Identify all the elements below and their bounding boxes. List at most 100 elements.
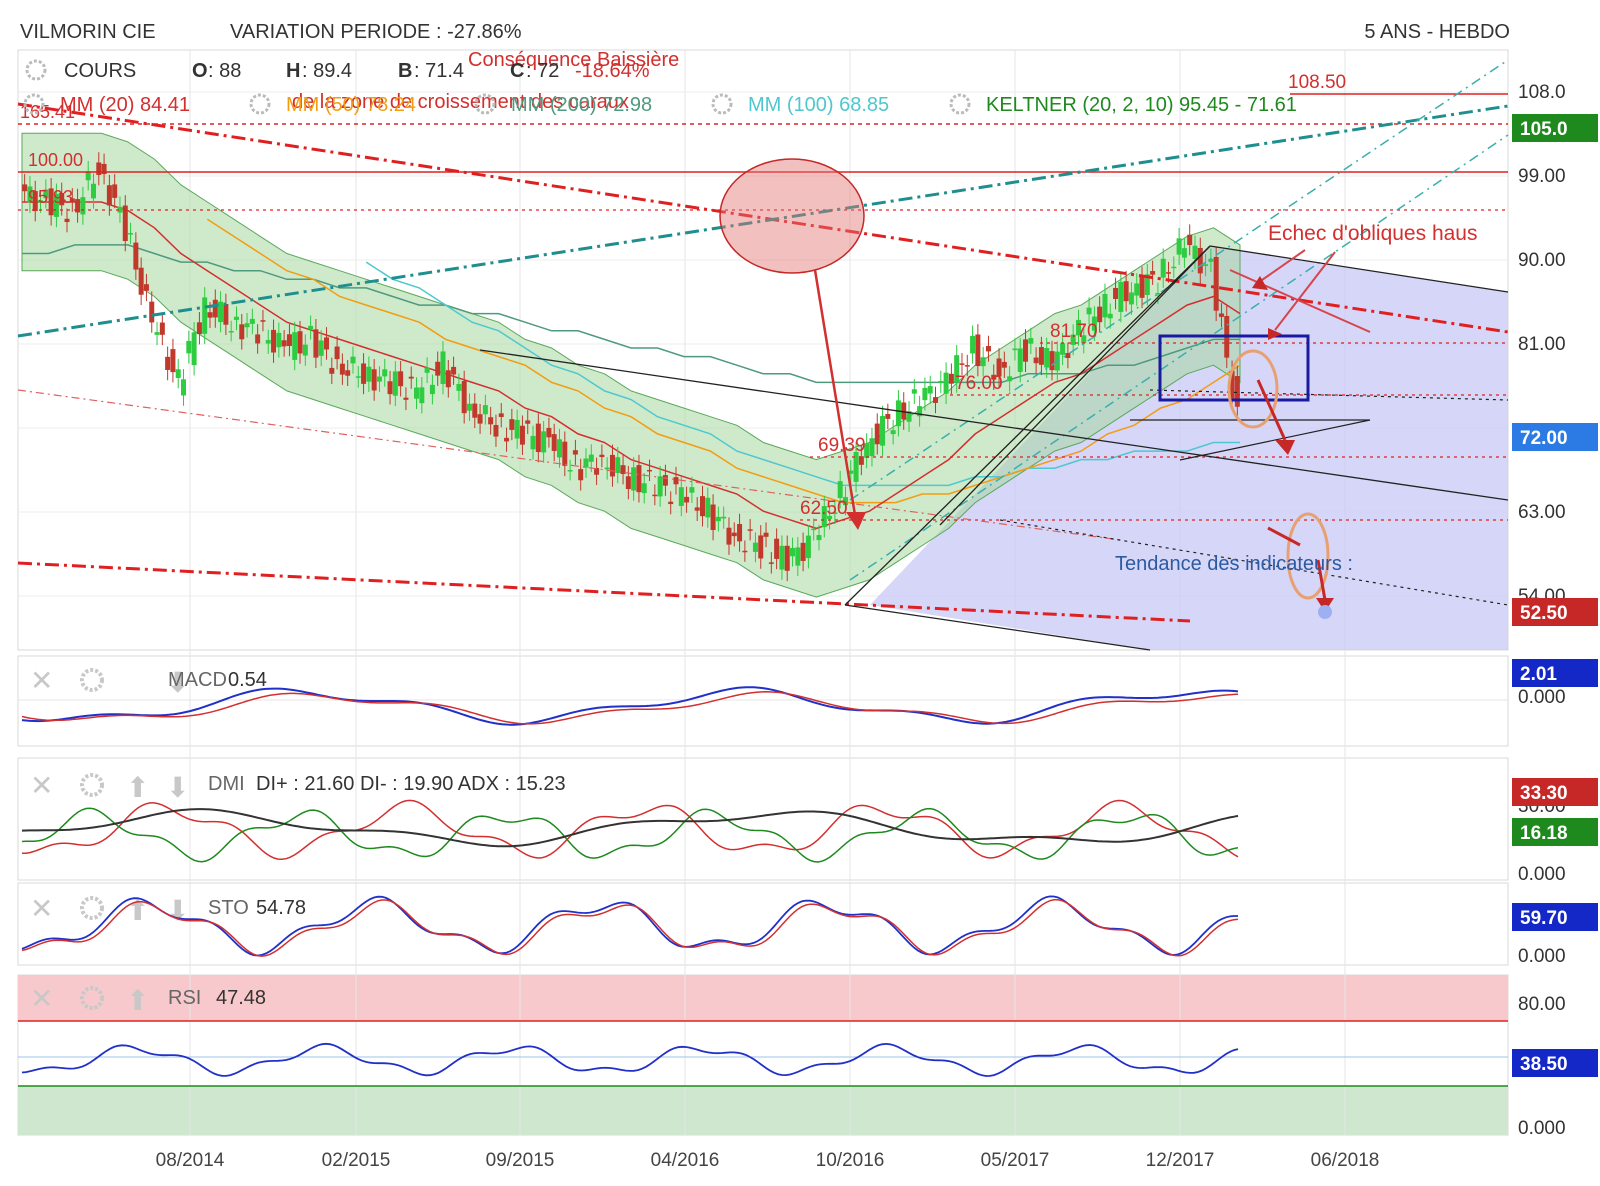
candle-body xyxy=(75,199,81,213)
candle-body xyxy=(488,417,494,425)
candle-body xyxy=(938,380,944,384)
level-9593-label: 95.93 xyxy=(28,187,73,207)
candle-body xyxy=(308,325,314,330)
candle-body xyxy=(138,267,144,295)
tendance-arrow xyxy=(1267,526,1301,547)
candle-body xyxy=(1065,353,1071,359)
candle-body xyxy=(170,349,176,373)
close-icon[interactable]: ✕ xyxy=(30,770,53,801)
candle-body xyxy=(1118,281,1124,312)
close-icon[interactable]: ✕ xyxy=(30,893,53,924)
candle-body xyxy=(223,304,229,325)
candle-body xyxy=(980,357,986,367)
candle-body xyxy=(943,372,949,394)
arrow-up-icon[interactable]: ⬆ xyxy=(126,985,149,1016)
candle-body xyxy=(1044,348,1050,368)
legend-gear-icon[interactable] xyxy=(711,93,733,115)
down-arrowhead-1 xyxy=(1275,440,1295,455)
candle-body xyxy=(1081,335,1087,344)
candle-body xyxy=(530,435,536,450)
x-tick-label: 04/2016 xyxy=(651,1150,720,1171)
candle-body xyxy=(69,198,75,202)
candle-body xyxy=(647,469,653,472)
candle-body xyxy=(117,206,123,213)
candle-body xyxy=(414,387,420,399)
candle-body xyxy=(461,381,467,414)
candle-body xyxy=(154,332,160,335)
legend-gear-icon[interactable] xyxy=(23,93,45,115)
gear-icon[interactable] xyxy=(80,773,104,797)
panel-tick-label: 0.000 xyxy=(1518,687,1566,708)
close-icon[interactable]: ✕ xyxy=(30,665,53,696)
candle-body xyxy=(181,379,187,396)
candle-body xyxy=(38,200,44,203)
candle-body xyxy=(906,411,912,422)
arrow-down-icon[interactable]: ⬇ xyxy=(166,895,189,926)
panel-value: 0.54 xyxy=(228,669,267,691)
tendance-dot xyxy=(1318,605,1332,619)
rsi-overbought-zone xyxy=(18,975,1508,1021)
legend-gear-icon[interactable] xyxy=(474,93,496,115)
candle-body xyxy=(1001,361,1007,368)
candle-body xyxy=(758,535,764,559)
ma200-line xyxy=(22,244,1240,384)
candle-body xyxy=(991,374,997,380)
gear-icon[interactable] xyxy=(25,59,47,81)
candle-body xyxy=(1107,313,1113,319)
close-icon[interactable]: ✕ xyxy=(30,983,53,1014)
arrow-up-icon[interactable]: ⬆ xyxy=(126,772,149,803)
panel-label: MACD xyxy=(168,669,227,691)
candle-body xyxy=(551,434,557,451)
panel-badge xyxy=(1512,903,1598,931)
gear-icon[interactable] xyxy=(80,668,104,692)
candle-body xyxy=(196,322,202,335)
candle-body xyxy=(202,297,208,334)
candle-body xyxy=(1128,292,1134,305)
candle-body xyxy=(207,312,213,318)
candle-body xyxy=(922,387,928,401)
candle-body xyxy=(811,528,817,531)
rsi-oversold-zone xyxy=(18,1086,1508,1135)
candle-body xyxy=(880,416,886,446)
candle-body xyxy=(64,218,70,223)
panel-label: STO xyxy=(208,897,249,919)
candle-body xyxy=(911,389,917,394)
level-6250-label: 62.50 xyxy=(800,498,848,519)
arrow-down-icon[interactable]: ⬇ xyxy=(166,772,189,803)
candle-body xyxy=(604,467,610,470)
candle-body xyxy=(48,188,54,216)
crossover-zone-ellipse xyxy=(719,158,865,274)
candle-body xyxy=(1123,281,1129,302)
legend-gear-icon[interactable] xyxy=(949,93,971,115)
level-100-label: 100.00 xyxy=(28,150,83,170)
black-rising-line-2 xyxy=(939,245,1211,526)
gear-icon[interactable] xyxy=(80,896,104,920)
candle-body xyxy=(22,184,28,192)
candle-body xyxy=(1155,293,1161,295)
candle-body xyxy=(350,356,356,364)
candle-body xyxy=(625,476,631,490)
candle-body xyxy=(747,529,753,531)
candle-body xyxy=(641,483,647,494)
level-108-label: 108.50 xyxy=(1288,72,1346,93)
legend-gear-icon[interactable] xyxy=(249,93,271,115)
candle-body xyxy=(472,403,478,418)
candle-body xyxy=(186,340,192,354)
level-8170-label: 81.70 xyxy=(1050,321,1098,342)
candle-body xyxy=(1192,245,1198,259)
candle-body xyxy=(133,242,139,270)
candle-body xyxy=(191,332,197,366)
candle-body xyxy=(588,454,594,462)
candle-body xyxy=(689,487,695,493)
down-arrow-1 xyxy=(1256,379,1287,441)
sto-k-line xyxy=(21,895,1238,957)
gear-icon[interactable] xyxy=(80,986,104,1010)
arrow-down-icon[interactable]: ⬇ xyxy=(166,667,189,698)
candle-body xyxy=(948,373,954,384)
candle-body xyxy=(398,371,404,387)
candle-body xyxy=(933,397,938,403)
panel-badge xyxy=(1512,778,1598,806)
macd-panel-frame xyxy=(17,655,1509,747)
candle-body xyxy=(678,487,684,506)
candle-body xyxy=(212,299,218,318)
